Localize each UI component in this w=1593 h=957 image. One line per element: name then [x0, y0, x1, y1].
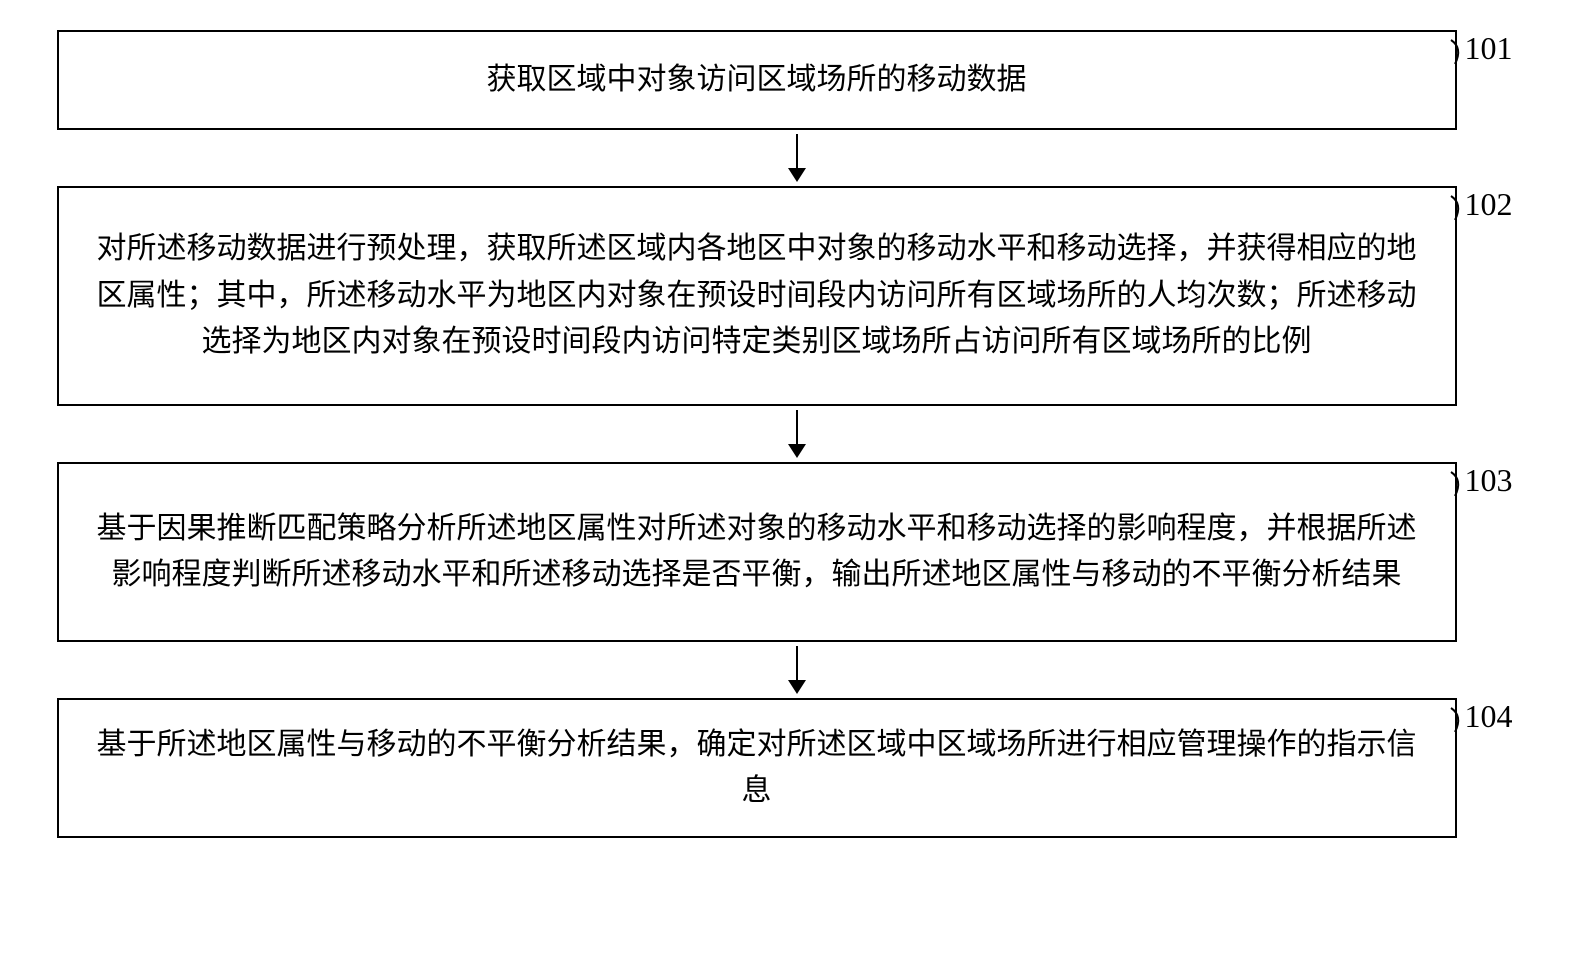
- arrow-head-icon: [788, 444, 806, 458]
- step-label-104: 104: [1457, 698, 1537, 735]
- step-row-102: 对所述移动数据进行预处理，获取所述区域内各地区中对象的移动水平和移动选择，并获得…: [40, 186, 1553, 406]
- label-curve-icon: [1449, 706, 1469, 736]
- arrow-line: [796, 134, 798, 168]
- step-text-102: 对所述移动数据进行预处理，获取所述区域内各地区中对象的移动水平和移动选择，并获得…: [87, 226, 1427, 366]
- step-box-103: 基于因果推断匹配策略分析所述地区属性对所述对象的移动水平和移动选择的影响程度，并…: [57, 462, 1457, 642]
- step-box-104: 基于所述地区属性与移动的不平衡分析结果，确定对所述区域中区域场所进行相应管理操作…: [57, 698, 1457, 838]
- label-curve-icon: [1449, 38, 1469, 68]
- label-curve-icon: [1449, 470, 1469, 500]
- step-row-104: 基于所述地区属性与移动的不平衡分析结果，确定对所述区域中区域场所进行相应管理操作…: [40, 698, 1553, 838]
- step-label-103: 103: [1457, 462, 1537, 499]
- step-box-102: 对所述移动数据进行预处理，获取所述区域内各地区中对象的移动水平和移动选择，并获得…: [57, 186, 1457, 406]
- step-text-104: 基于所述地区属性与移动的不平衡分析结果，确定对所述区域中区域场所进行相应管理操作…: [87, 722, 1427, 815]
- step-label-102: 102: [1457, 186, 1537, 223]
- step-text-103: 基于因果推断匹配策略分析所述地区属性对所述对象的移动水平和移动选择的影响程度，并…: [87, 506, 1427, 599]
- step-row-101: 获取区域中对象访问区域场所的移动数据 101: [40, 30, 1553, 130]
- arrow-line: [796, 410, 798, 444]
- label-curve-icon: [1449, 194, 1469, 224]
- arrow-line: [796, 646, 798, 680]
- step-label-text-104: 104: [1465, 698, 1513, 734]
- arrow-head-icon: [788, 680, 806, 694]
- arrow-head-icon: [788, 168, 806, 182]
- step-row-103: 基于因果推断匹配策略分析所述地区属性对所述对象的移动水平和移动选择的影响程度，并…: [40, 462, 1553, 642]
- step-label-101: 101: [1457, 30, 1537, 67]
- arrow-103-104: [788, 646, 806, 694]
- step-label-text-103: 103: [1465, 462, 1513, 498]
- step-label-text-101: 101: [1465, 30, 1513, 66]
- step-text-101: 获取区域中对象访问区域场所的移动数据: [487, 57, 1027, 104]
- flowchart-container: 获取区域中对象访问区域场所的移动数据 101 对所述移动数据进行预处理，获取所述…: [40, 30, 1553, 838]
- step-box-101: 获取区域中对象访问区域场所的移动数据: [57, 30, 1457, 130]
- arrow-101-102: [788, 134, 806, 182]
- step-label-text-102: 102: [1465, 186, 1513, 222]
- arrow-102-103: [788, 410, 806, 458]
